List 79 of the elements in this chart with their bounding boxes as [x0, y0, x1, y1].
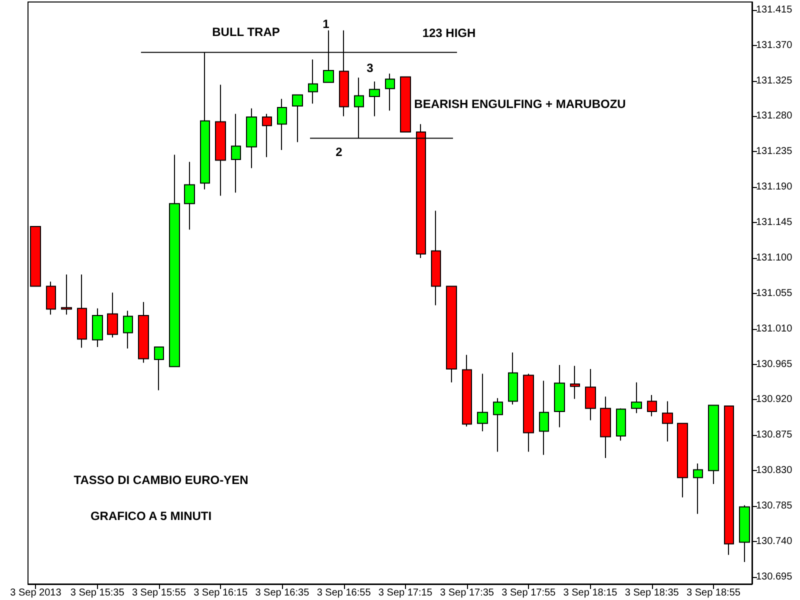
annotation: 3 [366, 61, 374, 75]
x-tick-label: 3 Sep 17:35 [440, 588, 494, 598]
candlestick [446, 286, 457, 383]
y-tick-label: 131.325 [756, 75, 793, 86]
candlestick [477, 373, 488, 432]
candlestick [523, 373, 534, 452]
y-tick-label: 130.785 [756, 500, 793, 512]
candlestick [123, 310, 133, 350]
x-tick-label: 3 Sep 18:55 [686, 588, 741, 598]
candlestick [554, 364, 565, 428]
annotation: 1 [322, 17, 330, 31]
candlestick [739, 504, 750, 562]
candlestick [400, 76, 411, 132]
candlestick [431, 210, 441, 306]
candlestick [92, 308, 103, 348]
candlestick [708, 404, 719, 484]
candlestick [585, 368, 596, 421]
candlestick [647, 394, 657, 417]
y-tick-label: 131.370 [756, 40, 793, 51]
candlestick [246, 108, 257, 169]
candlestick [184, 161, 195, 230]
candlestick [277, 98, 287, 151]
annotation: BULL TRAP [212, 25, 280, 39]
candlestick [616, 408, 626, 442]
candlestick [462, 354, 472, 427]
candlestick [262, 113, 272, 158]
x-tick-label: 3 Sep 18:15 [563, 588, 618, 598]
y-tick-label: 131.055 [756, 288, 793, 299]
candlestick [693, 463, 703, 514]
y-tick-label: 130.695 [756, 571, 793, 582]
x-tick-label: 3 Sep 2013 [10, 588, 62, 598]
y-tick-label: 131.280 [756, 110, 793, 122]
candlestick [61, 274, 72, 316]
y-tick-label: 130.740 [756, 536, 793, 547]
candlestick [677, 422, 688, 498]
candlestick [493, 398, 503, 452]
annotation: GRAFICO A 5 MINUTI [90, 509, 212, 523]
candlestick [724, 406, 734, 556]
candlestick [231, 113, 241, 194]
y-tick-label: 130.920 [756, 394, 793, 406]
y-tick-label: 131.010 [756, 323, 793, 334]
candlestick [539, 380, 549, 456]
candlestick [169, 154, 180, 368]
candlestick [77, 274, 87, 348]
x-tick-label: 3 Sep 18:35 [624, 588, 680, 598]
annotation: 2 [336, 145, 343, 159]
x-tick-label: 3 Sep 15:35 [70, 588, 125, 598]
y-tick-label: 131.145 [756, 217, 793, 228]
candlestick [369, 81, 380, 117]
candlestick [30, 226, 41, 287]
y-tick-label: 131.235 [756, 146, 793, 158]
y-tick-label: 131.100 [756, 252, 793, 264]
candlestick [662, 400, 673, 442]
annotation: 123 HIGH [422, 26, 476, 40]
candlestick [154, 346, 164, 391]
candlestick [138, 302, 149, 364]
x-tick-label: 3 Sep 16:35 [255, 588, 310, 598]
candlestick [570, 365, 580, 400]
candlestick [600, 396, 611, 458]
y-tick-label: 130.830 [756, 465, 793, 476]
y-tick-label: 130.875 [756, 430, 793, 441]
annotation: TASSO DI CAMBIO EURO-YEN [74, 473, 248, 487]
y-tick-label: 130.965 [756, 358, 793, 370]
annotation: BEARISH ENGULFING + MARUBOZU [414, 97, 626, 111]
candlestick [46, 281, 56, 316]
y-tick-label: 131.415 [756, 4, 793, 16]
x-tick-label: 3 Sep 17:15 [378, 588, 433, 598]
y-tick-label: 131.190 [756, 182, 793, 193]
x-tick-label: 3 Sep 15:55 [132, 588, 186, 598]
candlestick [292, 94, 303, 143]
candlestick [107, 292, 118, 338]
candlestick [385, 73, 395, 112]
candlestick [215, 84, 226, 196]
candlestick [308, 58, 318, 104]
x-tick-label: 3 Sep 16:55 [316, 588, 372, 598]
x-tick-label: 3 Sep 16:15 [194, 588, 248, 598]
candlestick [631, 382, 642, 414]
x-tick-label: 3 Sep 17:55 [502, 588, 556, 598]
candlestick [508, 352, 518, 405]
